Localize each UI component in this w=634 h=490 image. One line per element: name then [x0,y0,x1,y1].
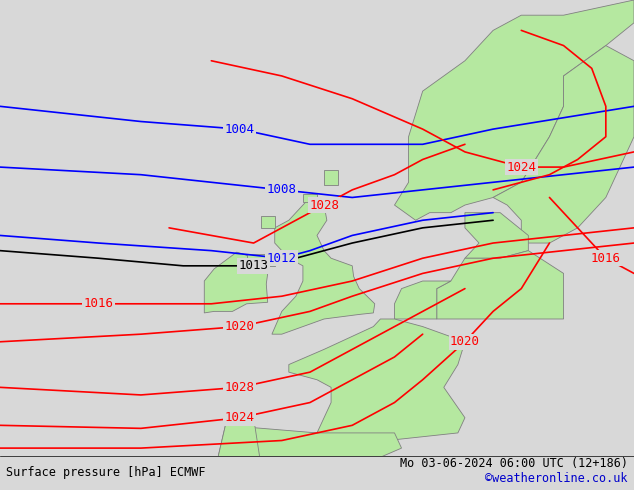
Polygon shape [218,425,401,490]
Polygon shape [218,417,261,490]
Polygon shape [493,46,634,243]
Polygon shape [303,195,317,202]
Polygon shape [394,281,451,319]
Text: 1020: 1020 [450,335,480,348]
Text: 1028: 1028 [309,198,339,212]
Text: 1004: 1004 [224,122,254,136]
Polygon shape [394,0,634,220]
Text: Surface pressure [hPa] ECMWF: Surface pressure [hPa] ECMWF [6,466,206,479]
Text: Mo 03-06-2024 06:00 UTC (12+186): Mo 03-06-2024 06:00 UTC (12+186) [399,457,628,469]
Text: 1016: 1016 [84,297,113,310]
Polygon shape [272,197,375,334]
Text: ©weatheronline.co.uk: ©weatheronline.co.uk [485,472,628,485]
Text: 1028: 1028 [224,381,254,394]
Text: 1024: 1024 [507,161,536,173]
Polygon shape [204,252,268,313]
Polygon shape [281,319,465,441]
Text: 1012: 1012 [267,252,297,265]
Polygon shape [465,213,528,258]
Polygon shape [437,251,564,319]
Text: 1013: 1013 [238,259,269,272]
Text: 1008: 1008 [267,183,297,196]
Polygon shape [261,216,275,228]
Text: 1024: 1024 [224,411,254,424]
Text: 1020: 1020 [224,320,254,333]
Polygon shape [324,170,338,185]
Polygon shape [247,254,275,266]
Text: 1016: 1016 [591,252,621,265]
